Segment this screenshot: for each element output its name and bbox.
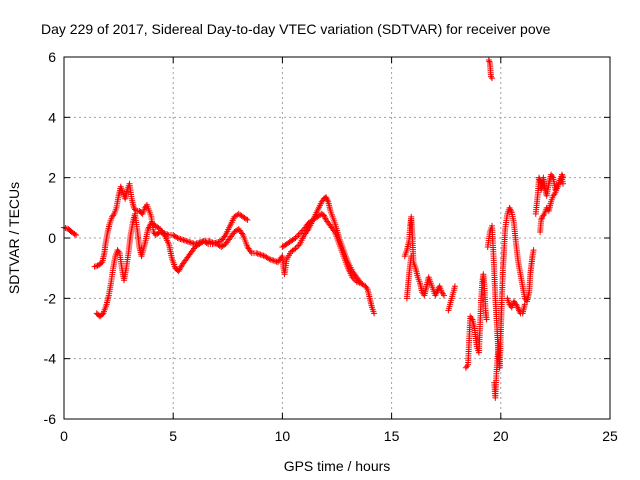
data-point <box>93 263 100 270</box>
data-point <box>184 238 191 245</box>
data-point <box>180 237 187 244</box>
data-series-sdtvar <box>61 57 567 401</box>
data-point <box>291 246 298 253</box>
data-point <box>256 251 263 258</box>
data-point <box>208 239 215 246</box>
data-point <box>353 278 360 285</box>
data-point <box>174 235 181 241</box>
data-point <box>183 238 190 245</box>
data-point <box>291 236 298 243</box>
x-tick-label: 5 <box>169 428 177 444</box>
x-tick-label: 0 <box>60 428 68 444</box>
data-point <box>273 258 280 265</box>
data-point <box>560 180 567 187</box>
x-tick-label: 20 <box>493 428 509 444</box>
data-point <box>489 75 496 82</box>
y-tick-label: 4 <box>48 109 56 125</box>
data-point <box>560 174 567 181</box>
data-point <box>371 310 378 317</box>
data-point <box>468 314 475 321</box>
data-point <box>189 240 196 247</box>
data-point <box>176 235 183 242</box>
data-point <box>272 258 279 265</box>
y-tick-label: 0 <box>48 230 56 246</box>
data-point <box>259 252 266 259</box>
data-point <box>243 215 249 222</box>
data-point <box>199 239 206 246</box>
data-point <box>530 247 537 254</box>
grid <box>64 57 610 419</box>
data-point <box>356 279 363 286</box>
data-point <box>187 239 194 246</box>
data-point <box>445 307 452 314</box>
data-point <box>178 236 185 243</box>
data-point <box>257 251 264 258</box>
data-point <box>155 224 162 231</box>
data-point <box>463 363 470 370</box>
data-point <box>91 263 98 270</box>
data-point <box>244 216 251 223</box>
data-point <box>221 242 228 249</box>
x-tick-label: 10 <box>275 428 291 444</box>
y-tick-label: 2 <box>48 170 56 186</box>
data-point <box>181 237 188 244</box>
data-point <box>521 301 528 308</box>
data-point <box>485 57 492 64</box>
data-point <box>177 236 184 243</box>
data-point <box>408 253 415 260</box>
data-point <box>71 230 78 237</box>
y-tick-label: -4 <box>44 351 57 367</box>
y-tick-label: -6 <box>44 411 57 427</box>
data-point <box>210 240 217 247</box>
data-point <box>253 250 260 257</box>
data-point <box>441 292 448 299</box>
y-tick-label: 6 <box>48 49 56 65</box>
y-tick-label: -2 <box>44 290 57 306</box>
data-point <box>270 257 277 264</box>
axis-ticks: 0 5 10 15 20 25 -6 -4 -2 0 2 4 6 <box>44 49 618 444</box>
data-point <box>206 238 213 245</box>
data-point <box>358 280 365 287</box>
data-point <box>254 250 261 257</box>
data-point <box>486 58 493 65</box>
data-point <box>209 239 216 246</box>
data-point <box>73 231 80 238</box>
data-point <box>495 340 502 347</box>
data-point <box>267 256 274 263</box>
data-point <box>266 256 273 263</box>
x-tick-label: 25 <box>602 428 618 444</box>
data-point <box>234 226 241 233</box>
data-point <box>186 239 193 246</box>
x-axis-label: GPS time / hours <box>284 458 391 474</box>
data-point <box>296 230 303 237</box>
data-point <box>269 257 276 264</box>
data-point <box>355 279 362 286</box>
data-point <box>483 316 490 323</box>
y-axis-label: SDTVAR / TECUs <box>6 182 22 294</box>
chart-title: Day 229 of 2017, Sidereal Day-to-day VTE… <box>41 21 551 37</box>
x-tick-label: 15 <box>384 428 400 444</box>
data-point <box>205 238 212 245</box>
data-point <box>62 224 69 231</box>
